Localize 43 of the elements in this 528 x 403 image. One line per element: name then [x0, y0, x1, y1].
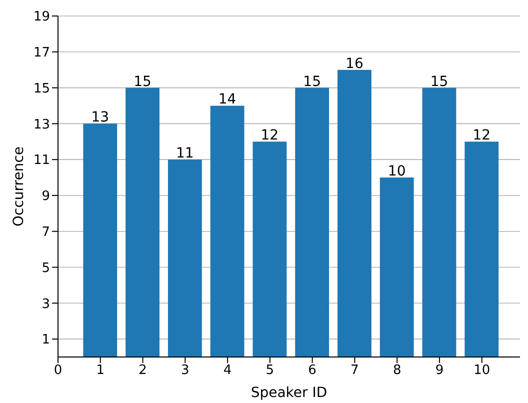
bar [338, 70, 372, 357]
bar [295, 88, 330, 357]
x-tick-label: 5 [266, 363, 274, 378]
x-tick-label: 8 [392, 363, 402, 378]
x-tick-label: 1 [96, 363, 105, 378]
data-label: 16 [346, 56, 364, 72]
y-tick-label: 1 [42, 332, 50, 348]
data-label: 12 [472, 128, 491, 144]
data-label: 15 [430, 74, 448, 90]
bar [210, 106, 244, 357]
y-tick-label: 13 [33, 117, 50, 132]
data-label: 15 [134, 74, 152, 90]
bar [422, 88, 456, 357]
data-label: 11 [176, 146, 194, 162]
bar [464, 142, 499, 357]
data-label: 13 [91, 110, 110, 126]
data-label: 10 [388, 164, 406, 180]
y-tick-label: 9 [42, 189, 50, 204]
x-tick-label: 7 [350, 363, 359, 378]
y-tick-label: 11 [33, 153, 50, 168]
x-axis-title: Speaker ID [250, 385, 328, 401]
y-tick-label: 19 [33, 10, 50, 25]
y-axis-title: Occurrence [10, 146, 27, 227]
data-label: 15 [303, 74, 321, 90]
y-tick-label: 7 [42, 224, 50, 240]
bar [126, 88, 160, 357]
y-tick-label: 15 [33, 81, 50, 96]
bar [252, 142, 287, 357]
bar [168, 160, 202, 357]
y-tick-label: 3 [42, 296, 50, 312]
x-tick-label: 10 [474, 363, 490, 378]
y-tick-label: 17 [33, 46, 50, 61]
x-tick-label: 9 [435, 363, 444, 378]
y-tick-label: 5 [42, 260, 50, 276]
bar [83, 124, 118, 357]
x-tick-label: 2 [138, 363, 147, 378]
data-label: 12 [260, 128, 279, 144]
x-tick-label: 0 [54, 363, 62, 378]
data-label: 14 [218, 92, 236, 108]
bar [380, 178, 414, 357]
x-tick-label: 3 [181, 363, 190, 378]
x-tick-label: 4 [223, 363, 232, 378]
x-tick-label: 6 [308, 363, 316, 378]
